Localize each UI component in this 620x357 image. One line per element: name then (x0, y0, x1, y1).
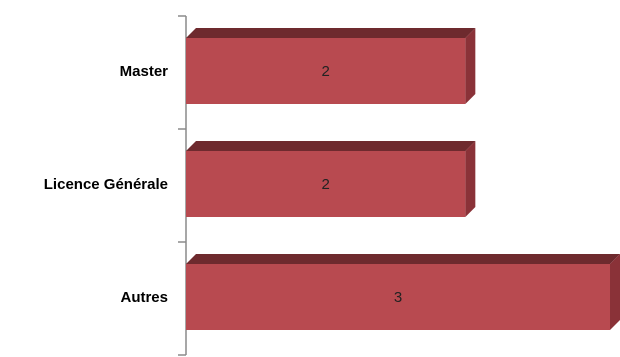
y-axis (178, 15, 187, 356)
data-label-0: 2 (321, 63, 329, 80)
category-label-2: Autres (120, 289, 168, 306)
category-label-1: Licence Générale (44, 176, 168, 193)
data-label-2: 3 (394, 289, 402, 306)
bar-side-0 (465, 28, 476, 104)
category-labels: Master Licence Générale Autres (44, 63, 168, 306)
bar-top-1 (186, 141, 476, 151)
bar-side-2 (610, 254, 620, 330)
bar-1 (186, 151, 466, 217)
bar-top-2 (186, 254, 620, 264)
bar-side-1 (465, 141, 476, 217)
bar-top-0 (186, 28, 476, 38)
data-label-1: 2 (321, 176, 329, 193)
bars: 2 2 3 (186, 28, 620, 330)
category-label-0: Master (120, 63, 169, 80)
bar-0 (186, 38, 466, 104)
bar-2 (186, 264, 610, 330)
